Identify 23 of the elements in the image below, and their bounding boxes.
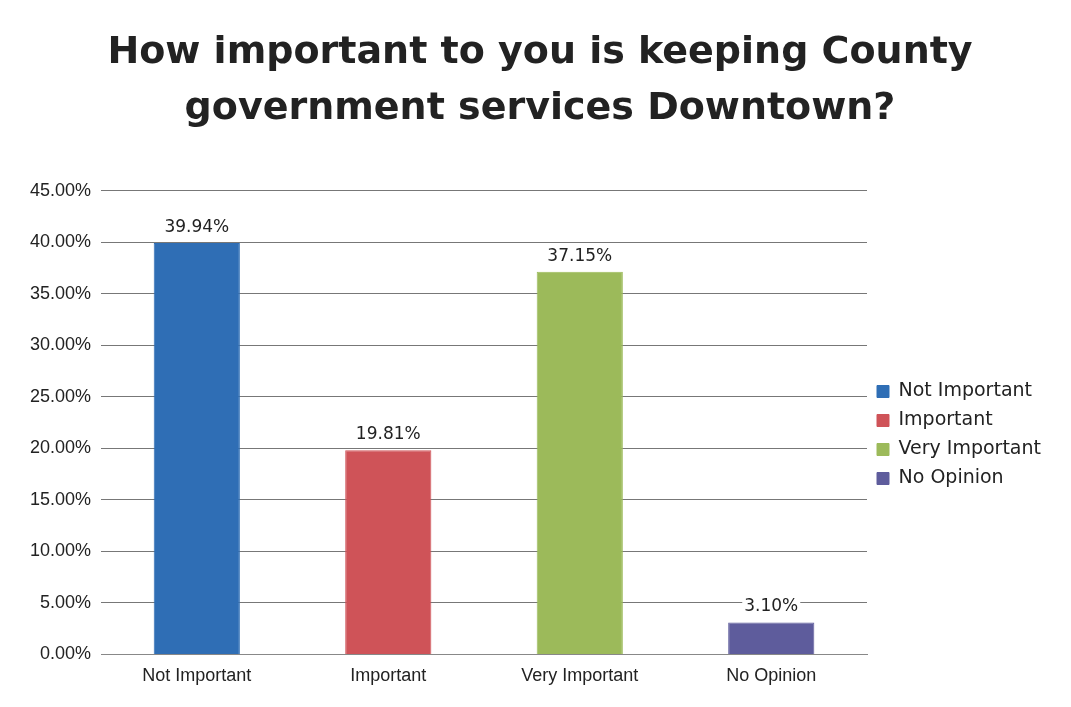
data-label: 3.10% [744, 595, 799, 616]
y-tick-label: 30.00% [29, 334, 92, 355]
legend-label: No Opinion [898, 465, 1004, 488]
legend-label: Important [898, 407, 993, 430]
y-tick-label: 20.00% [29, 437, 92, 458]
y-tick-label: 0.00% [40, 643, 92, 664]
y-tick-label: 25.00% [29, 385, 92, 406]
y-tick-label: 5.00% [40, 591, 92, 612]
y-tick-label: 35.00% [29, 282, 92, 303]
x-tick-label: Very Important [521, 665, 639, 686]
data-label: 39.94% [164, 215, 230, 236]
data-label: 37.15% [547, 244, 613, 265]
x-tick-label: Important [350, 665, 427, 686]
y-tick-label: 15.00% [29, 488, 92, 509]
chart-title: How important to you is keeping County government services Downtown? [106, 27, 974, 130]
x-tick-label: Not Important [142, 665, 252, 686]
x-tick-label: No Opinion [726, 665, 817, 686]
legend-label: Very Important [898, 436, 1041, 459]
y-tick-label: 40.00% [29, 231, 92, 252]
y-tick-label: 45.00% [29, 179, 92, 200]
data-label: 19.81% [355, 423, 421, 444]
y-tick-label: 10.00% [29, 540, 92, 561]
legend-label: Not Important [898, 378, 1033, 401]
